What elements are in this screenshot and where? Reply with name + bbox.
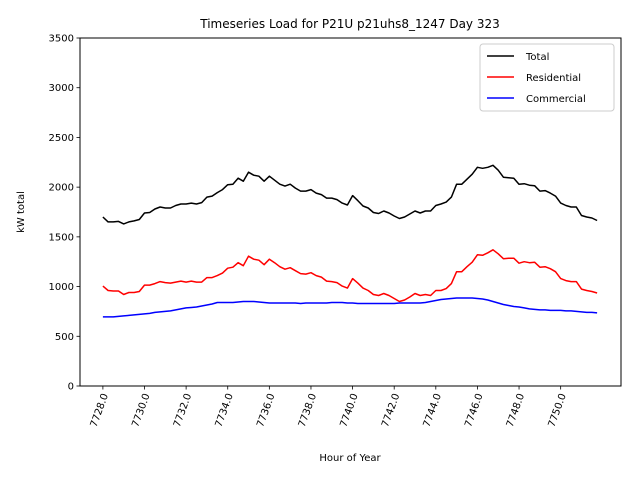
y-tick-label: 2500	[49, 133, 74, 144]
y-tick-label: 1000	[49, 282, 74, 293]
series-line-commercial	[102, 297, 598, 318]
legend-label-commercial: Commercial	[526, 94, 586, 105]
y-tick-label: 0	[68, 382, 74, 393]
y-tick-label: 1500	[49, 232, 74, 243]
x-axis-label: Hour of Year	[319, 453, 381, 464]
legend-label-residential: Residential	[526, 73, 581, 84]
y-axis: 0 500 1000 1500 2000 2500 3000 3500	[49, 34, 80, 393]
series-line-total	[102, 164, 598, 225]
legend: Total Residential Commercial	[479, 43, 615, 112]
y-tick-label: 3000	[49, 83, 74, 94]
chart-title: Timeseries Load for P21U p21uhs8_1247 Da…	[199, 17, 500, 31]
series-line-residential	[102, 249, 598, 303]
y-tick-label: 3500	[49, 34, 74, 45]
legend-label-total: Total	[525, 52, 549, 63]
legend-box	[479, 43, 615, 112]
y-tick-label: 500	[55, 332, 74, 343]
series-layer	[102, 164, 598, 318]
y-tick-label: 2000	[49, 183, 74, 194]
y-axis-label: kW total	[16, 191, 27, 233]
plot-frame	[79, 37, 622, 387]
